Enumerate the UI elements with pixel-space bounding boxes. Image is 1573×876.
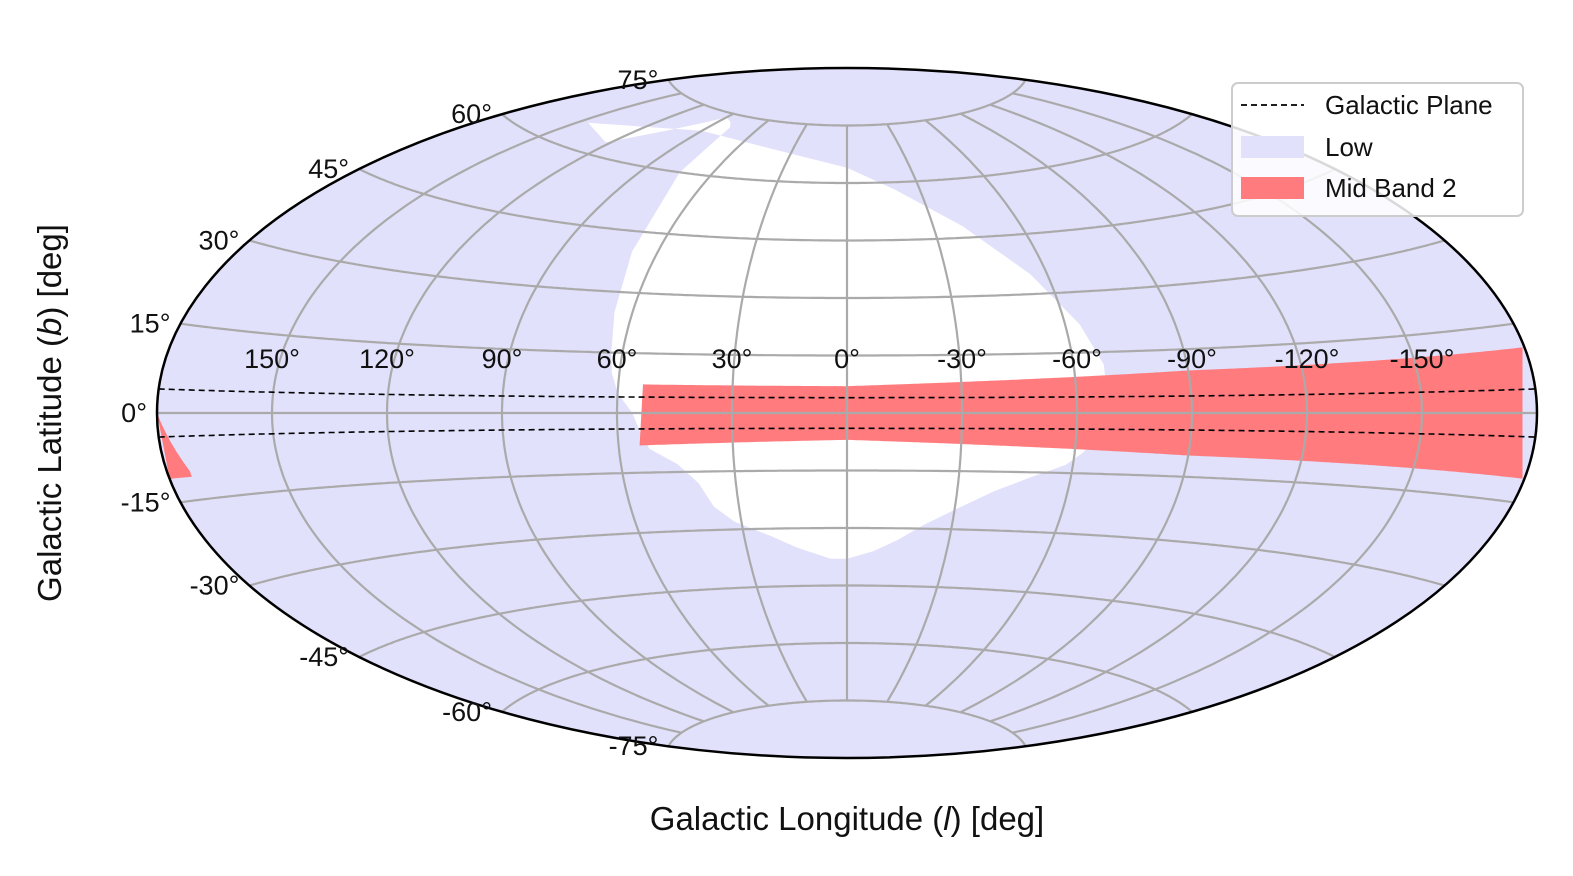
parallel-line xyxy=(249,239,1445,300)
y-tick-label: 0° xyxy=(121,398,147,428)
y-tick-label: -30° xyxy=(190,571,240,601)
parallel-line xyxy=(667,79,1027,127)
x-tick-label: -60° xyxy=(1052,344,1102,374)
graticule xyxy=(157,79,1537,747)
y-tick-label: 60° xyxy=(451,99,492,129)
map-border xyxy=(155,66,1539,760)
x-tick-label: 30° xyxy=(712,344,753,374)
x-tick-label: 120° xyxy=(359,344,415,374)
x-tick-label: 60° xyxy=(597,344,638,374)
y-tick-label: 15° xyxy=(130,309,171,339)
y-tick-label: 45° xyxy=(308,154,349,184)
x-axis-title: Galactic Longitude (l) [deg] xyxy=(650,800,1044,837)
parallel-line xyxy=(358,584,1336,658)
y-tick-label: 30° xyxy=(199,226,240,256)
y-tick-label: -15° xyxy=(121,487,171,517)
x-tick-label: -90° xyxy=(1167,344,1217,374)
legend-label-mid-band-2: Mid Band 2 xyxy=(1325,173,1457,203)
y-tick-label: -60° xyxy=(442,697,492,727)
y-tick-label: -75° xyxy=(609,731,659,761)
x-tick-label: -120° xyxy=(1275,344,1340,374)
y-tick-label: -45° xyxy=(299,642,349,672)
parallel-line xyxy=(667,699,1027,747)
parallel-line xyxy=(358,168,1336,242)
y-tick-labels: 75° 60° 45° 30° 15° 0° -15° -30° -45° -60° -75° xyxy=(121,65,659,761)
parallel-line xyxy=(501,113,1193,185)
legend: Galactic Plane Low Mid Band 2 xyxy=(1231,82,1524,217)
y-axis-title: Galactic Latitude (b) [deg] xyxy=(31,224,68,602)
parallel-line xyxy=(249,526,1445,587)
parallel-line xyxy=(180,322,1514,357)
legend-mid-band-2-swatch xyxy=(1241,177,1304,199)
y-tick-label: 75° xyxy=(618,65,659,95)
x-tick-label: -150° xyxy=(1390,344,1455,374)
x-tick-label: 90° xyxy=(482,344,523,374)
legend-label-galactic-plane: Galactic Plane xyxy=(1325,90,1493,120)
legend-low-swatch xyxy=(1241,136,1304,158)
x-tick-label: 150° xyxy=(244,344,300,374)
x-tick-labels: 150° 120° 90° 60° 30° 0° -30° -60° -90° -120° -150… xyxy=(244,344,1454,374)
parallel-line xyxy=(501,641,1193,713)
x-tick-label: 0° xyxy=(834,344,860,374)
parallel-line xyxy=(180,469,1514,504)
mid-band-2-wrap-area xyxy=(157,413,192,479)
legend-frame xyxy=(1231,82,1524,217)
x-tick-label: -30° xyxy=(937,344,987,374)
legend-label-low: Low xyxy=(1325,132,1373,162)
